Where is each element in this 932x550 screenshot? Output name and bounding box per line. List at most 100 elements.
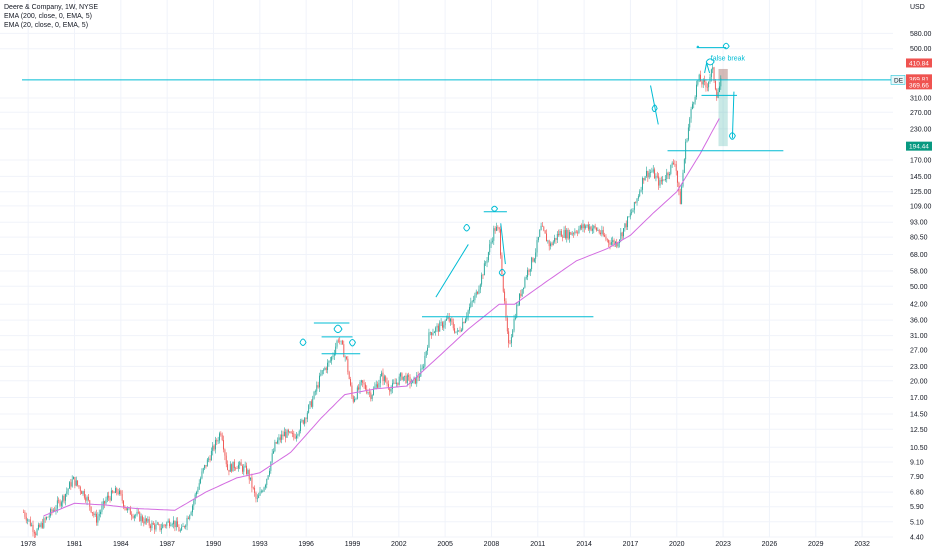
candle-body	[310, 401, 312, 407]
circle-marker[interactable]	[348, 338, 356, 347]
candle-body	[36, 529, 38, 536]
candle-body	[478, 289, 480, 294]
arrow-down-line[interactable]	[731, 91, 735, 139]
legend-ema200[interactable]: EMA (200, close, 0, EMA, 5)	[4, 13, 92, 20]
candle-body	[204, 465, 206, 469]
candle-body	[278, 437, 280, 441]
candle-body	[669, 173, 670, 176]
candle-body	[264, 485, 266, 488]
candle-body	[137, 511, 139, 513]
candle-body	[317, 385, 319, 388]
candle-body	[652, 169, 654, 172]
candle-body	[456, 330, 458, 332]
y-tick-label: 27.00	[910, 347, 928, 354]
candle-body	[283, 431, 285, 437]
candle-body	[108, 495, 110, 498]
candle-body	[702, 79, 704, 85]
candle-body	[537, 236, 539, 241]
candle-body	[146, 518, 147, 522]
price-tag[interactable]	[906, 80, 932, 90]
candle-body	[228, 469, 230, 472]
candle-body	[547, 240, 549, 242]
candle-body	[447, 316, 449, 319]
price-axis[interactable]: 580.00 500.00 310.00 270.00 230.00 170.00 145.…	[890, 4, 932, 542]
candle-body	[455, 331, 457, 333]
circle-marker[interactable]	[498, 268, 506, 277]
candle-body	[290, 431, 292, 434]
candle-body	[194, 494, 196, 501]
circle-marker[interactable]	[651, 104, 658, 113]
time-axis[interactable]: 1978 1981 1984 1987 1990 1993 1996 1999 2002 2005…	[20, 541, 870, 548]
candle-body	[220, 433, 222, 435]
circle-marker[interactable]	[463, 223, 471, 232]
candle-body	[254, 487, 256, 493]
tick-mark[interactable]	[696, 45, 700, 48]
legend-title[interactable]: Deere & Company, 1W, NYSE	[4, 4, 99, 11]
candle-body	[48, 515, 50, 518]
candle-body	[694, 96, 696, 103]
candle-body	[29, 519, 31, 526]
candle-body	[343, 344, 345, 358]
candle-body	[475, 291, 477, 296]
circle-marker[interactable]	[728, 132, 736, 140]
circle-marker[interactable]	[333, 324, 343, 334]
candle-body	[424, 356, 426, 367]
drawings-layer[interactable]	[718, 68, 728, 147]
arrow-marker[interactable]	[704, 62, 711, 74]
candle-body	[502, 274, 504, 292]
candle-body	[260, 491, 262, 493]
candle-body	[314, 391, 316, 393]
circle-marker[interactable]	[722, 42, 730, 50]
candle-body	[369, 392, 370, 394]
x-tick-label: 1978	[20, 541, 36, 548]
candle-body	[282, 434, 284, 437]
candle-body	[370, 392, 372, 400]
candle-body	[136, 511, 138, 515]
candle-body	[306, 412, 308, 420]
annotation-text[interactable]: false break	[711, 56, 746, 63]
legend-ema20[interactable]: EMA (20, close, 0, EMA, 5)	[4, 22, 89, 29]
candle-body	[271, 453, 273, 462]
candle-body	[491, 240, 493, 242]
candle-body	[324, 367, 326, 370]
y-tick-label: 270.00	[910, 110, 932, 117]
candle-body	[416, 375, 418, 384]
price-tag[interactable]	[906, 141, 932, 151]
candle-body	[341, 340, 343, 345]
candle-body	[240, 462, 242, 466]
candle-body	[354, 398, 356, 402]
price-tag[interactable]	[906, 58, 932, 68]
candle-body	[231, 464, 233, 472]
projection-box[interactable]	[718, 68, 728, 147]
candle-body	[571, 233, 573, 235]
candle-body	[223, 440, 224, 450]
candle-body	[87, 496, 89, 501]
candle-body	[620, 232, 622, 240]
projection-box-risk[interactable]	[718, 68, 728, 80]
drawings-front-layer[interactable]: false break	[22, 42, 893, 355]
candle-body	[321, 370, 323, 374]
candle-body	[614, 241, 616, 245]
symbol-tag[interactable]	[890, 75, 906, 85]
arrow-down-line[interactable]	[500, 223, 506, 265]
candle-body	[352, 396, 354, 402]
candle-body	[432, 333, 434, 336]
arrow-up-line[interactable]	[435, 244, 469, 298]
x-tick-label: 2014	[576, 541, 592, 548]
candle-body	[678, 182, 680, 192]
x-tick-label: 2023	[715, 541, 731, 548]
candle-body	[670, 164, 672, 174]
candle-body	[198, 483, 200, 490]
circle-marker[interactable]	[491, 205, 499, 212]
price-tag[interactable]	[906, 74, 932, 84]
x-tick-label: 2002	[391, 541, 407, 548]
circle-marker[interactable]	[299, 338, 307, 346]
candle-body	[490, 241, 492, 245]
y-tick-label: 93.00	[910, 220, 928, 227]
circle-marker[interactable]	[705, 58, 715, 66]
candle-body	[566, 229, 568, 239]
candle-body	[593, 225, 595, 229]
candle-body	[286, 430, 288, 438]
candle-body	[687, 127, 689, 140]
